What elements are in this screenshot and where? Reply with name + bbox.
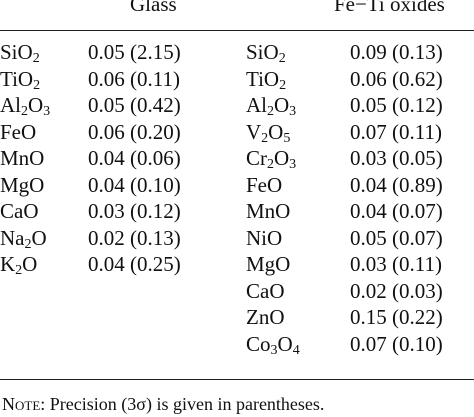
formula-part: SiO	[0, 40, 33, 64]
oxide-formula: K2O	[0, 251, 37, 278]
formula-part: O	[31, 225, 47, 250]
header-glass: Glass	[130, 0, 177, 16]
formula-part: 2	[261, 130, 269, 146]
precision-value: 0.04 (0.07)	[350, 199, 443, 223]
oxide-formula: Al2O3	[0, 92, 50, 119]
oxide-formula: TiO2	[0, 66, 40, 93]
precision-value: 0.05 (0.12)	[350, 93, 443, 117]
oxide-formula: CaO	[246, 278, 285, 305]
formula-part: Na	[0, 225, 25, 250]
formula-part: 5	[283, 130, 291, 146]
formula-part: O	[274, 93, 290, 117]
precision-value: 0.05 (0.42)	[88, 93, 181, 117]
oxide-formula: Cr2O3	[246, 145, 296, 172]
formula-part: 3	[43, 104, 51, 119]
oxide-formula: Al2O3	[246, 92, 296, 119]
formula-part: TiO	[246, 66, 280, 91]
formula-part: CaO	[246, 278, 285, 303]
formula-part: V	[246, 119, 262, 144]
formula-part: 2	[24, 236, 32, 252]
formula-part: 2	[32, 51, 40, 66]
precision-value: 0.02 (0.13)	[88, 225, 181, 250]
precision-value: 0.03 (0.11)	[350, 252, 442, 276]
oxide-formula: FeO	[0, 119, 36, 146]
oxide-formula: MnO	[246, 198, 290, 225]
precision-value: 0.06 (0.62)	[350, 66, 443, 91]
precision-value: 0.07 (0.11)	[350, 119, 442, 144]
formula-part: TiO	[0, 66, 34, 91]
precision-value: 0.04 (0.06)	[88, 146, 181, 170]
formula-part: 2	[267, 157, 274, 172]
oxide-formula: CaO	[0, 198, 39, 225]
oxide-formula: MnO	[0, 145, 44, 172]
formula-part: Al	[0, 93, 21, 117]
formula-part: 3	[289, 104, 297, 119]
precision-value: 0.05 (2.15)	[88, 40, 181, 64]
formula-part: MgO	[246, 252, 291, 276]
formula-part: Al	[246, 93, 267, 117]
formula-part: SiO	[246, 40, 279, 64]
formula-part: K	[0, 252, 16, 276]
precision-value: 0.03 (0.05)	[350, 146, 443, 170]
formula-part: 2	[278, 51, 286, 66]
oxide-formula: SiO2	[246, 39, 286, 66]
formula-part: CaO	[0, 199, 39, 223]
formula-part: MgO	[0, 172, 45, 197]
precision-value: 0.04 (0.10)	[88, 172, 181, 197]
oxide-formula: FeO	[246, 172, 282, 199]
formula-part: 2	[21, 104, 28, 119]
precision-value: 0.09 (0.13)	[350, 40, 443, 64]
formula-part: 3	[270, 342, 278, 358]
oxide-formula: MgO	[0, 172, 44, 199]
formula-part: 3	[289, 157, 297, 172]
formula-part: O	[277, 331, 293, 356]
precision-value: 0.15 (0.22)	[350, 305, 443, 329]
oxide-formula: Co3O4	[246, 331, 300, 358]
header-fe-ti-oxides: Fe−Ti oxides	[334, 0, 445, 16]
oxide-formula: MgO	[246, 251, 290, 278]
formula-part: FeO	[0, 119, 37, 144]
precision-value: 0.03 (0.12)	[88, 199, 181, 223]
oxide-formula: NiO	[246, 225, 282, 252]
formula-part: O	[22, 252, 38, 276]
formula-part: 2	[267, 104, 274, 119]
formula-part: MnO	[0, 146, 45, 170]
formula-part: 2	[33, 77, 41, 93]
bottom-rule	[0, 379, 474, 380]
formula-part: O	[268, 119, 284, 144]
formula-part: MnO	[246, 199, 291, 223]
oxide-formula: TiO2	[246, 66, 286, 93]
precision-value: 0.06 (0.11)	[88, 66, 180, 91]
top-rule	[0, 30, 474, 31]
precision-value: 0.06 (0.20)	[88, 119, 181, 144]
precision-value: 0.05 (0.07)	[350, 225, 443, 250]
formula-part: NiO	[246, 225, 283, 250]
formula-part: ZnO	[246, 305, 285, 329]
note-label: Note:	[2, 394, 46, 414]
formula-part: Co	[246, 331, 271, 356]
oxide-formula: V2O5	[246, 119, 290, 146]
oxide-formula: SiO2	[0, 39, 40, 66]
formula-part: 4	[292, 342, 300, 358]
formula-part: O	[28, 93, 44, 117]
formula-part: 2	[279, 77, 287, 93]
precision-value: 0.02 (0.03)	[350, 278, 443, 303]
formula-part: Cr	[246, 146, 267, 170]
table-note: Note: Precision (3σ) is given in parenth…	[2, 392, 324, 416]
formula-part: FeO	[246, 172, 283, 197]
formula-part: 2	[15, 263, 23, 278]
oxide-formula: Na2O	[0, 225, 47, 252]
precision-value: 0.07 (0.10)	[350, 331, 443, 356]
precision-value: 0.04 (0.25)	[88, 252, 181, 276]
precision-value: 0.04 (0.89)	[350, 172, 443, 197]
oxide-formula: ZnO	[246, 304, 285, 331]
note-text: Precision (3σ) is given in parentheses.	[45, 394, 325, 414]
formula-part: O	[274, 146, 290, 170]
